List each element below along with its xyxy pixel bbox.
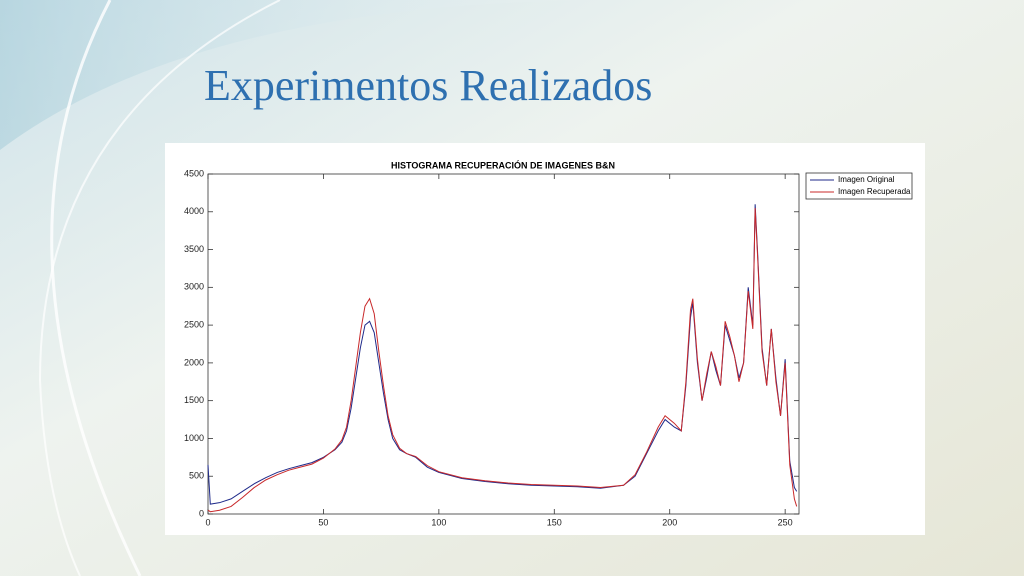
chart-title: HISTOGRAMA RECUPERACIÓN DE IMAGENES B&N — [391, 159, 615, 170]
x-tick-label: 50 — [318, 517, 328, 527]
y-tick-label: 1000 — [184, 433, 204, 443]
plot-box — [207, 173, 800, 515]
y-tick-label: 4000 — [184, 206, 204, 216]
y-tick-label: 3500 — [184, 244, 204, 254]
x-tick-label: 150 — [547, 517, 562, 527]
series-line — [207, 207, 798, 513]
y-tick-label: 500 — [189, 471, 204, 481]
y-tick-label: 1500 — [184, 395, 204, 405]
y-tick-label: 2500 — [184, 319, 204, 329]
slide-title: Experimentos Realizados — [204, 61, 652, 110]
x-tick-label: 100 — [431, 517, 446, 527]
legend-label: Imagen Recuperada — [838, 187, 911, 196]
y-tick-label: 3000 — [184, 282, 204, 292]
y-tick-label: 0 — [199, 508, 204, 518]
y-tick-label: 2000 — [184, 357, 204, 367]
legend-label: Imagen Original — [838, 175, 895, 184]
plot: 0 500 1000 1500 2000 2500 3000 3500 4000 4500 0 50 1… — [184, 168, 913, 527]
y-tick-label: 4500 — [184, 168, 204, 178]
x-tick-label: 0 — [205, 517, 210, 527]
legend-box — [805, 172, 913, 200]
decor — [38, 0, 281, 576]
x-tick-label: 250 — [778, 517, 793, 527]
decor — [0, 0, 620, 150]
x-tick-label: 200 — [662, 517, 677, 527]
